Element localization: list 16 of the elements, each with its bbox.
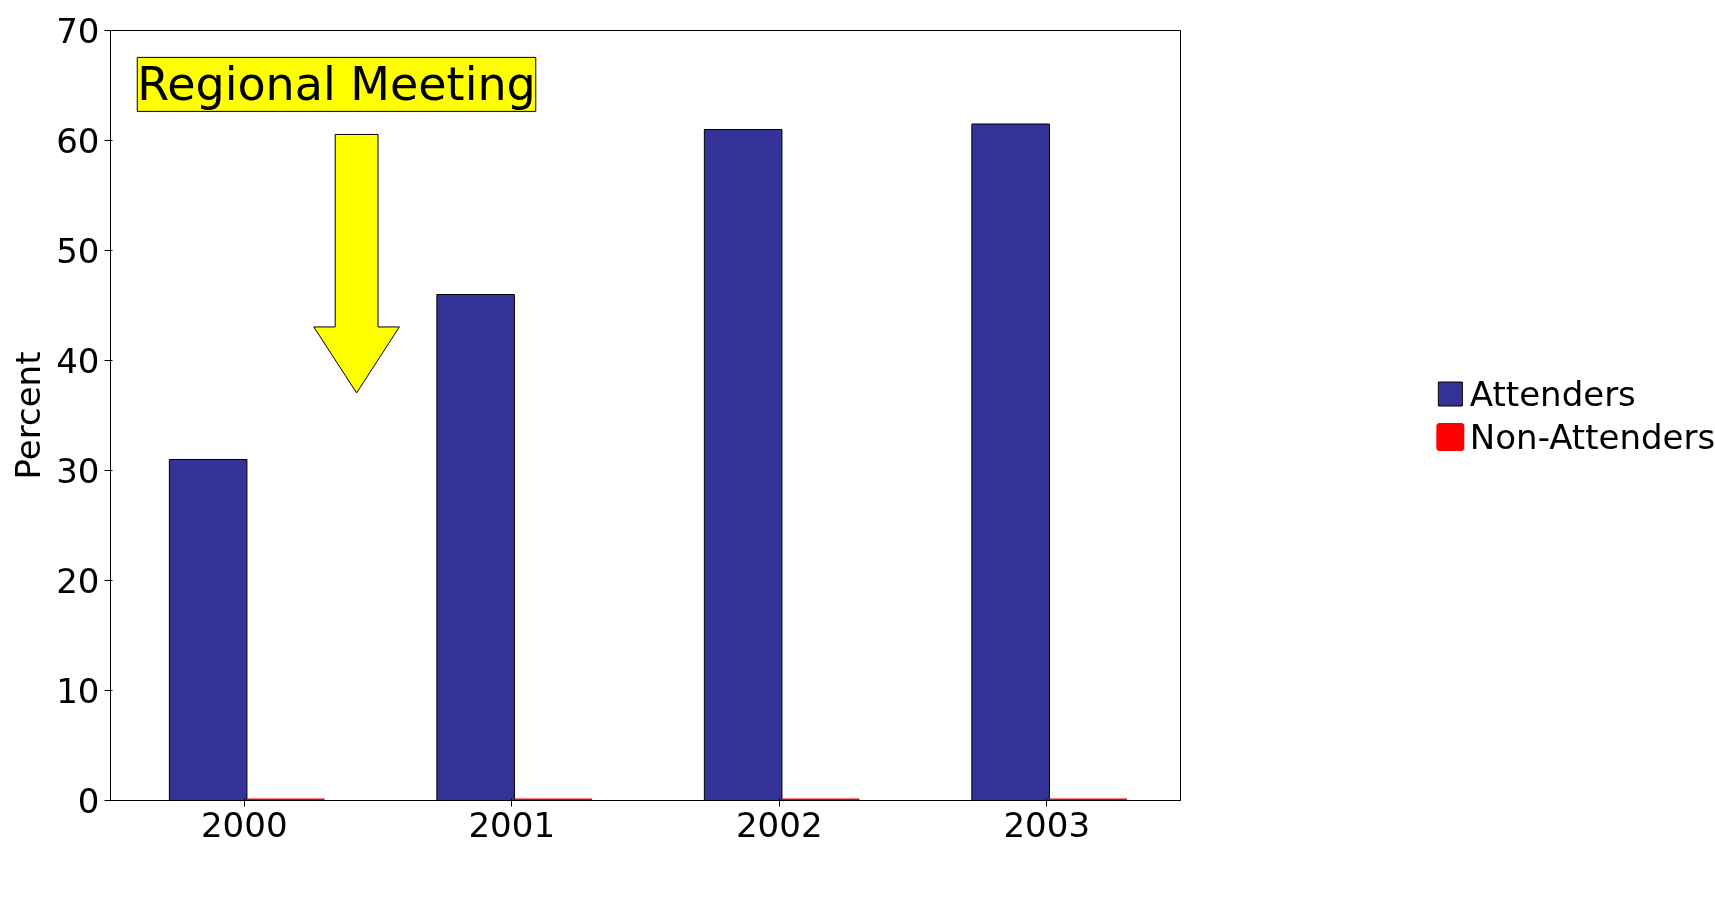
- y-tick-label: 20: [56, 561, 100, 601]
- annotation: Regional Meeting: [137, 57, 536, 112]
- y-tick-label: 0: [77, 781, 100, 821]
- y-tick-label: 60: [56, 121, 100, 161]
- y-axis-title: Percent: [8, 351, 49, 480]
- y-tick-label: 40: [56, 341, 100, 381]
- y-tick-label: 50: [56, 231, 100, 271]
- y-tick-label: 30: [56, 451, 100, 491]
- x-tick-label: 2002: [735, 804, 823, 845]
- legend-label: Non-Attenders: [1469, 416, 1715, 457]
- x-tick-label: 2001: [468, 804, 556, 845]
- y-tick-label: 10: [56, 671, 100, 711]
- y-tick-label: 70: [56, 11, 100, 51]
- x-tick-label: 2003: [1003, 804, 1091, 845]
- legend-label: Attenders: [1469, 373, 1636, 414]
- x-tick-label: 2000: [200, 804, 288, 845]
